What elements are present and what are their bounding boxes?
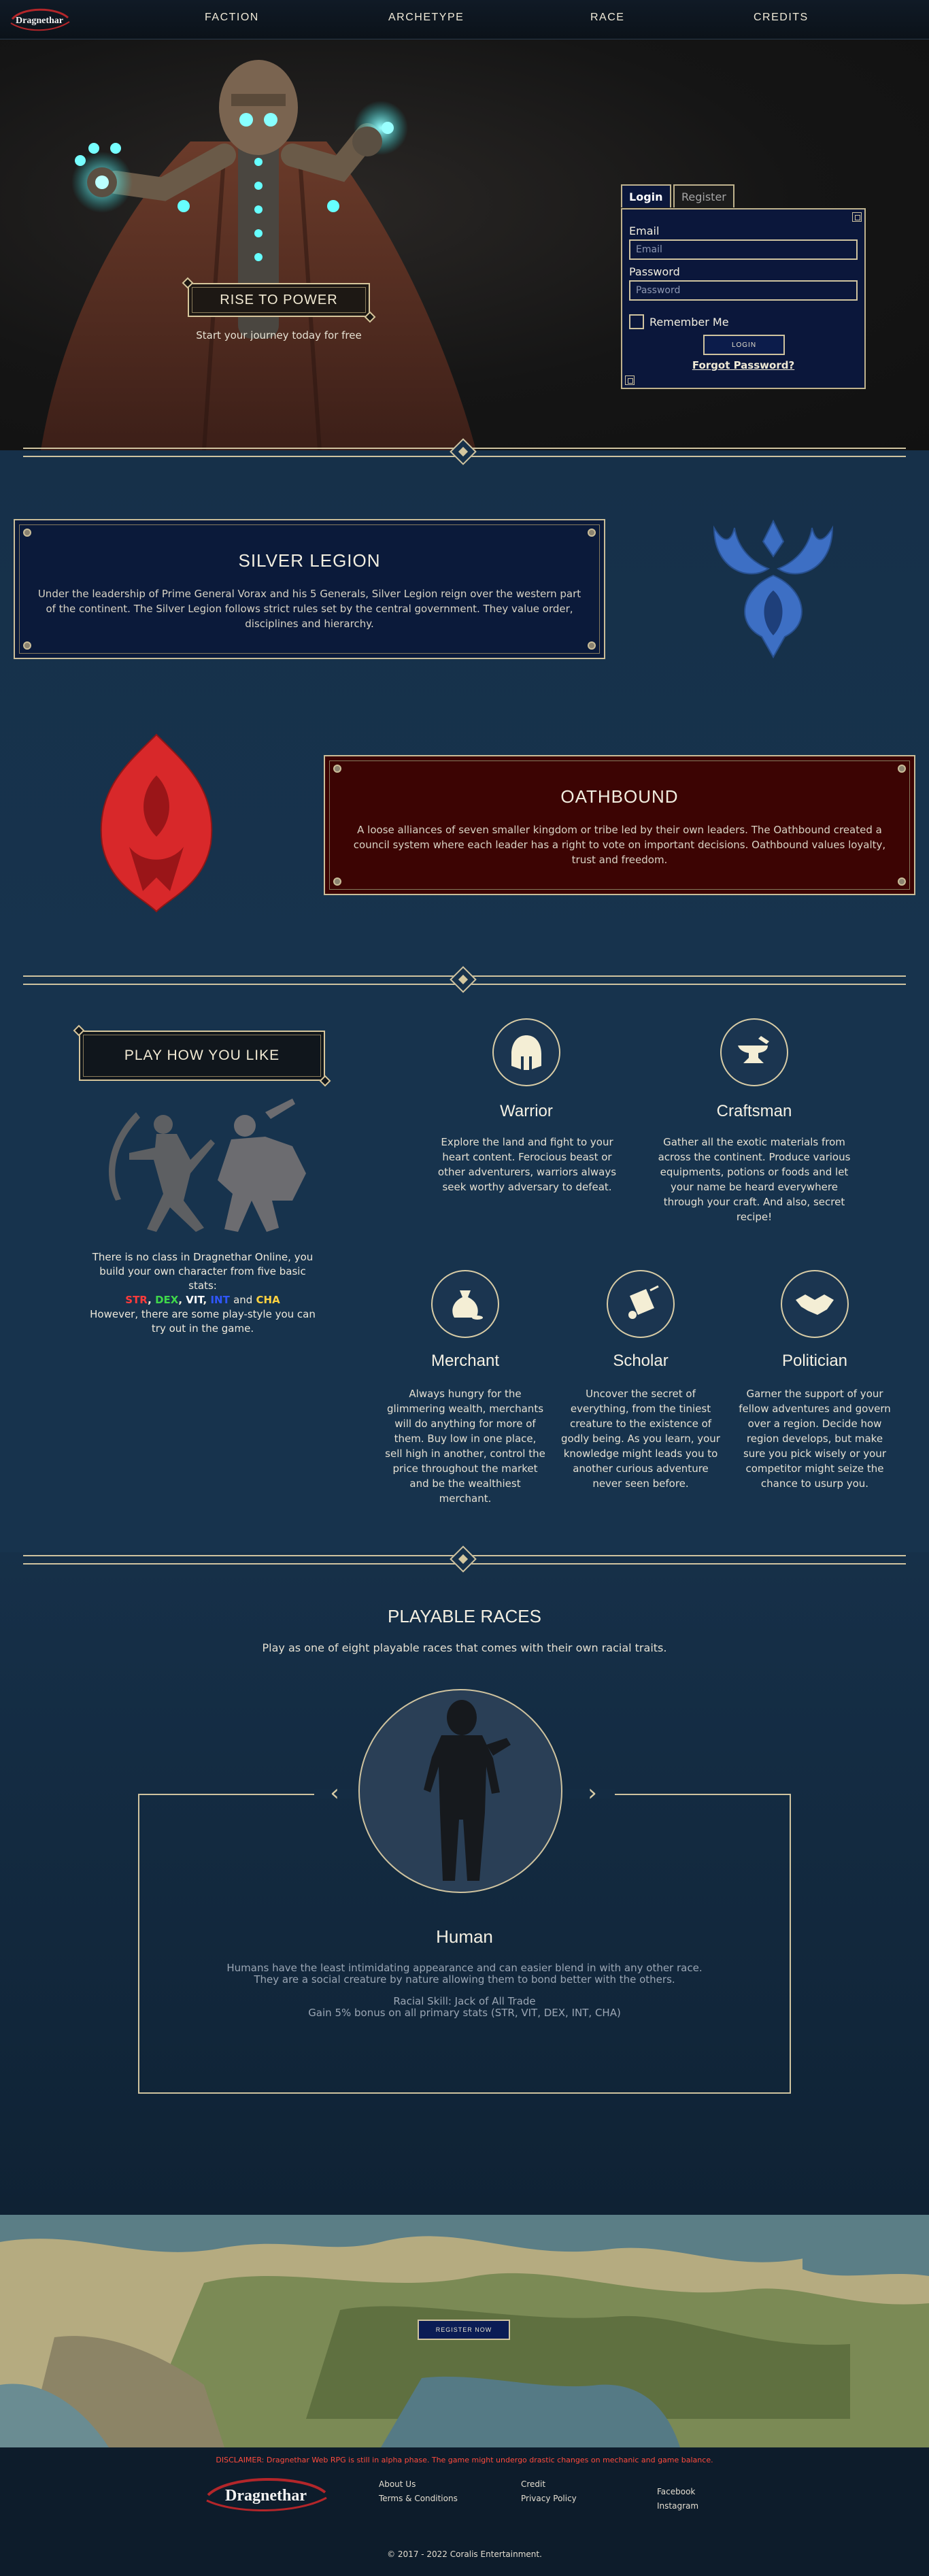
oathbound-panel: OATHBOUND A loose alliances of seven sma… — [324, 755, 915, 895]
archetype-desc-scholar: Uncover the secret of everything, from t… — [561, 1388, 720, 1490]
stat-str: STR — [125, 1294, 148, 1306]
nav-credits[interactable]: CREDITS — [754, 12, 809, 23]
anvil-icon — [720, 1018, 788, 1086]
human-silhouette-icon — [424, 1700, 511, 1881]
oathbound-description: A loose alliances of seven smaller kingd… — [353, 824, 886, 866]
archetype-desc-politician: Garner the support of your fellow advent… — [739, 1388, 891, 1490]
hero-character-illustration — [41, 60, 476, 450]
race-bonus: Gain 5% bonus on all primary stats (STR,… — [308, 2007, 621, 2019]
password-label: Password — [629, 265, 680, 278]
section-divider — [23, 438, 906, 465]
archetype-name-merchant: Merchant — [430, 1352, 500, 1370]
password-field[interactable] — [629, 280, 858, 301]
section-divider — [23, 1545, 906, 1573]
section-divider — [23, 966, 906, 993]
corner-dot-icon — [333, 765, 341, 773]
archetype-intro-line1: There is no class in Dragnethar Online, … — [92, 1251, 314, 1292]
money-bag-icon — [431, 1270, 499, 1338]
top-nav: Dragnethar FACTION ARCHETYPE RACE CREDIT… — [0, 0, 929, 39]
race-name: Human — [436, 1926, 493, 1947]
corner-ornament-icon — [852, 212, 862, 222]
about-us-link[interactable]: About Us — [379, 2479, 416, 2489]
email-field[interactable] — [629, 239, 858, 260]
email-label: Email — [629, 224, 660, 237]
race-desc-line2: They are a social creature by nature all… — [254, 1973, 675, 1986]
corner-dot-icon — [898, 877, 906, 886]
login-button[interactable]: LOGIN — [703, 335, 785, 355]
races-subtitle: Play as one of eight playable races that… — [262, 1641, 667, 1654]
footer-logo[interactable]: Dragnethar — [201, 2475, 331, 2515]
credit-link[interactable]: Credit — [521, 2479, 546, 2489]
silver-legion-emblem-icon — [713, 519, 834, 659]
corner-dot-icon — [898, 765, 906, 773]
hero-section: RISE TO POWER Start your journey today f… — [0, 39, 929, 450]
archetype-desc-warrior: Explore the land and fight to your heart… — [437, 1136, 617, 1193]
tab-login[interactable]: Login — [621, 184, 671, 207]
rise-to-power-button[interactable]: RISE TO POWER — [182, 277, 376, 323]
logo-text: Dragnethar — [16, 16, 63, 26]
divider-diamond-icon — [450, 1545, 477, 1573]
corner-dot-icon — [23, 641, 31, 650]
oathbound-emblem-icon — [100, 733, 213, 913]
rise-to-power-label: RISE TO POWER — [220, 292, 338, 307]
play-how-you-like-label: PLAY HOW YOU LIKE — [124, 1048, 280, 1063]
privacy-policy-link[interactable]: Privacy Policy — [521, 2494, 577, 2503]
corner-ornament-icon — [625, 375, 635, 385]
archetype-name-scholar: Scholar — [613, 1352, 669, 1370]
race-skill: Racial Skill: Jack of All Trade — [393, 1995, 536, 2007]
stat-dex: DEX — [155, 1294, 179, 1306]
remember-me-label: Remember Me — [649, 316, 729, 329]
logo[interactable]: Dragnethar — [5, 5, 73, 34]
races-title: PLAYABLE RACES — [388, 1606, 541, 1626]
hero-subtitle: Start your journey today for free — [196, 329, 362, 341]
login-form: Email Password Remember Me LOGIN Forgot … — [621, 208, 866, 389]
archetype-desc-merchant: Always hungry for the glimmering wealth,… — [385, 1388, 545, 1505]
corner-dot-icon — [588, 641, 596, 650]
archetype-desc-craftsman: Gather all the exotic materials from acr… — [658, 1136, 851, 1223]
race-portrait — [358, 1689, 562, 1893]
archer-warrior-silhouette-icon — [109, 1099, 306, 1232]
terms-link[interactable]: Terms & Conditions — [379, 2494, 458, 2503]
stat-cha: CHA — [256, 1294, 280, 1306]
chevron-right-icon[interactable]: › — [588, 1779, 597, 1807]
nav-race[interactable]: RACE — [590, 12, 625, 23]
register-now-button[interactable]: REGISTER NOW — [418, 2320, 510, 2340]
divider-diamond-icon — [450, 966, 477, 993]
footer-logo-text: Dragnethar — [225, 2487, 307, 2505]
tab-register[interactable]: Register — [673, 184, 734, 207]
race-desc-line1: Humans have the least intimidating appea… — [226, 1962, 703, 1974]
archetype-intro-line2: However, there are some play-style you c… — [90, 1308, 316, 1335]
nav-archetype[interactable]: ARCHETYPE — [388, 12, 464, 23]
remember-me-checkbox[interactable] — [629, 314, 644, 329]
silver-legion-title: SILVER LEGION — [238, 550, 381, 571]
stat-vit: VIT — [186, 1294, 203, 1306]
chevron-left-icon[interactable]: ‹ — [330, 1779, 339, 1807]
divider-diamond-icon — [450, 438, 477, 465]
handshake-icon — [781, 1270, 849, 1338]
copyright: © 2017 - 2022 Coralis Entertainment. — [387, 2549, 542, 2559]
archetype-name-craftsman: Craftsman — [716, 1102, 792, 1120]
nav-faction[interactable]: FACTION — [205, 12, 259, 23]
play-how-you-like-button[interactable]: PLAY HOW YOU LIKE — [73, 1024, 331, 1087]
corner-dot-icon — [333, 877, 341, 886]
stats-and: and — [233, 1294, 253, 1306]
corner-dot-icon — [23, 529, 31, 537]
stat-int: INT — [210, 1294, 230, 1306]
archetype-name-politician: Politician — [781, 1352, 848, 1370]
archetype-intro: There is no class in Dragnethar Online, … — [90, 1251, 316, 1335]
instagram-link[interactable]: Instagram — [657, 2501, 699, 2511]
disclaimer: DISCLAIMER: Dragnethar Web RPG is still … — [216, 2456, 713, 2464]
silver-legion-panel: SILVER LEGION Under the leadership of Pr… — [14, 519, 605, 659]
oathbound-title: OATHBOUND — [560, 786, 679, 807]
facebook-link[interactable]: Facebook — [657, 2487, 696, 2496]
forgot-password-link[interactable]: Forgot Password? — [692, 359, 795, 371]
silver-legion-description: Under the leadership of Prime General Vo… — [37, 588, 581, 630]
archetype-name-warrior: Warrior — [500, 1102, 553, 1120]
warrior-icon — [492, 1018, 560, 1086]
scroll-icon — [607, 1270, 675, 1338]
footer: DISCLAIMER: Dragnethar Web RPG is still … — [0, 2447, 929, 2576]
corner-dot-icon — [588, 529, 596, 537]
